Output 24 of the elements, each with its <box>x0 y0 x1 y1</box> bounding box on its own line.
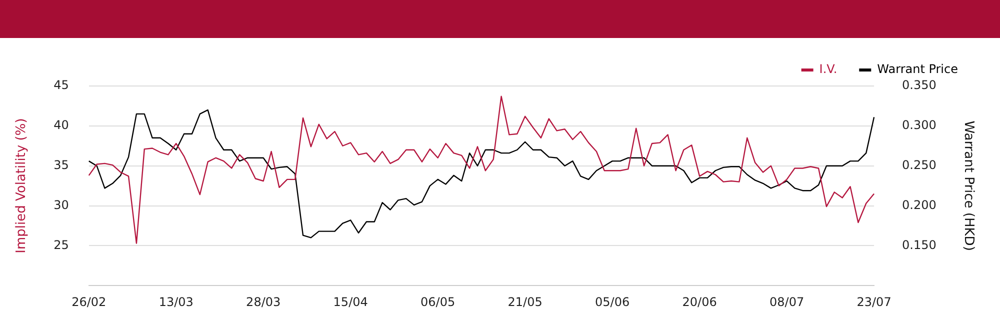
y-tick-label: 35 <box>54 158 69 172</box>
legend-label: I.V. <box>819 62 838 76</box>
x-tick-label: 05/06 <box>595 294 630 309</box>
y-tick-label: 40 <box>54 118 69 132</box>
y2-tick-label: 0.250 <box>902 158 936 172</box>
x-tick-label: 23/07 <box>856 294 892 309</box>
x-tick-label: 06/05 <box>420 294 456 309</box>
y-tick-label: 25 <box>54 238 69 252</box>
y2-tick-label: 0.150 <box>902 238 936 252</box>
x-tick-label: 26/02 <box>72 294 106 309</box>
y-axis-title: Implied Volatility (%) <box>14 118 30 254</box>
y2-axis-title: Warrant Price (HKD) <box>960 120 976 251</box>
x-tick-label: 13/03 <box>158 294 194 309</box>
y2-tick-label: 0.200 <box>902 198 936 212</box>
x-tick-label: 08/07 <box>770 294 804 309</box>
x-tick-label: 28/03 <box>246 294 281 309</box>
x-tick-label: 15/04 <box>333 294 368 309</box>
y2-tick-label: 0.350 <box>902 78 936 92</box>
y2-tick-label: 0.300 <box>902 118 936 132</box>
y-tick-label: 45 <box>54 78 69 92</box>
x-tick-label: 21/05 <box>508 294 542 309</box>
legend-label: Warrant Price <box>877 62 958 76</box>
x-tick-label: 20/06 <box>682 294 717 309</box>
y-tick-label: 30 <box>54 198 69 212</box>
